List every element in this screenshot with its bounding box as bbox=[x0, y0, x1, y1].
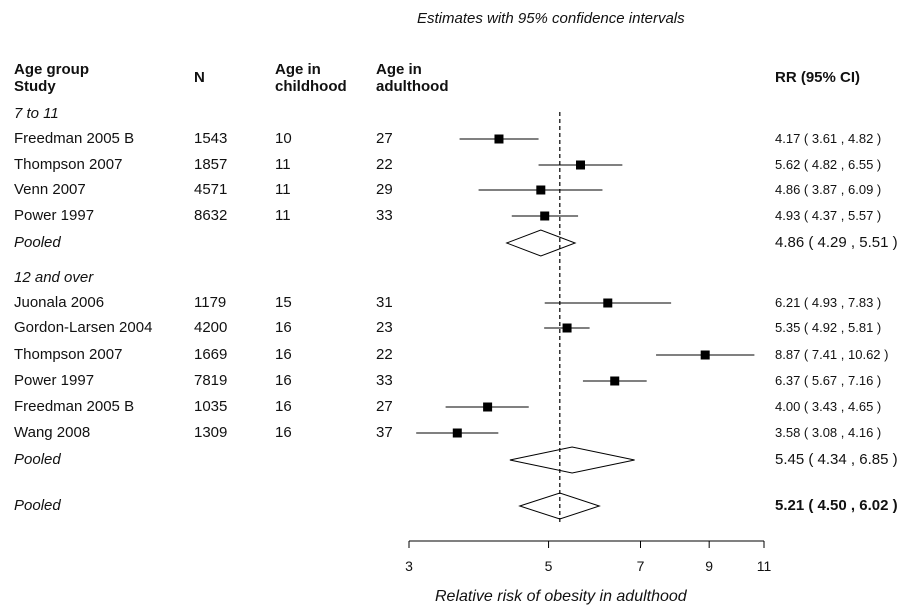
x-tick-label: 9 bbox=[705, 558, 713, 574]
study-rr-ci: 4.17 ( 3.61 , 4.82 ) bbox=[775, 131, 882, 146]
study-rr-ci: 3.58 ( 3.08 , 4.16 ) bbox=[775, 425, 882, 440]
point-estimate-marker bbox=[536, 185, 546, 195]
point-estimate-marker bbox=[494, 134, 504, 144]
group-pooled-rr-ci: 5.45 ( 4.34 , 6.85 ) bbox=[775, 451, 898, 468]
study-n: 1543 bbox=[194, 130, 228, 147]
header-age-childhood: Age in childhood bbox=[275, 61, 347, 95]
study-age-adulthood: 23 bbox=[376, 319, 393, 336]
study-rr-ci: 4.86 ( 3.87 , 6.09 ) bbox=[775, 182, 882, 197]
x-tick-label: 5 bbox=[545, 558, 553, 574]
study-n: 1857 bbox=[194, 156, 228, 173]
study-age-childhood: 11 bbox=[275, 181, 291, 198]
header-rr: RR (95% CI) bbox=[775, 69, 861, 86]
group-pooled-label: Pooled bbox=[14, 451, 61, 468]
study-name: Wang 2008 bbox=[14, 424, 91, 441]
study-rr-ci: 6.37 ( 5.67 , 7.16 ) bbox=[775, 373, 882, 388]
header-study-line2: Study bbox=[14, 78, 56, 95]
x-tick-label: 7 bbox=[637, 558, 645, 574]
group-pooled-rr-ci: 4.86 ( 4.29 , 5.51 ) bbox=[775, 234, 898, 251]
study-rr-ci: 5.62 ( 4.82 , 6.55 ) bbox=[775, 157, 882, 172]
study-age-adulthood: 27 bbox=[376, 130, 393, 147]
study-name: Gordon-Larsen 2004 bbox=[14, 319, 153, 336]
x-tick-label: 11 bbox=[757, 558, 772, 574]
study-n: 4571 bbox=[194, 181, 228, 198]
study-age-childhood: 11 bbox=[275, 156, 291, 173]
study-age-adulthood: 31 bbox=[376, 294, 393, 311]
study-age-adulthood: 22 bbox=[376, 346, 393, 363]
study-name: Power 1997 bbox=[14, 207, 95, 224]
study-age-childhood: 16 bbox=[275, 346, 292, 363]
x-tick-label: 3 bbox=[405, 558, 413, 574]
point-estimate-marker bbox=[562, 323, 572, 333]
header-n: N bbox=[194, 69, 205, 86]
study-name: Freedman 2005 B bbox=[14, 130, 135, 147]
group-pooled-diamond bbox=[509, 446, 635, 474]
study-rr-ci: 5.35 ( 4.92 , 5.81 ) bbox=[775, 320, 882, 335]
group-label: 7 to 11 bbox=[14, 105, 59, 122]
group-pooled-diamond bbox=[505, 229, 577, 257]
point-estimate-marker bbox=[540, 211, 550, 221]
study-age-adulthood: 27 bbox=[376, 398, 393, 415]
study-n: 1179 bbox=[194, 294, 227, 311]
group-label: 12 and over bbox=[14, 269, 94, 286]
study-name: Thompson 2007 bbox=[14, 346, 123, 363]
header-age-childhood-line2: childhood bbox=[275, 78, 347, 95]
study-age-adulthood: 29 bbox=[376, 181, 393, 198]
point-estimate-marker bbox=[452, 428, 462, 438]
header-age-childhood-line1: Age in bbox=[275, 61, 321, 78]
study-name: Juonala 2006 bbox=[14, 294, 105, 311]
study-n: 1035 bbox=[194, 398, 228, 415]
point-estimate-marker bbox=[483, 402, 493, 412]
study-age-adulthood: 37 bbox=[376, 424, 393, 441]
x-axis-label: Relative risk of obesity in adulthood bbox=[435, 588, 687, 605]
chart-title: Estimates with 95% confidence intervals bbox=[417, 10, 685, 27]
point-estimate-marker bbox=[603, 298, 613, 308]
header-age-adulthood-line1: Age in bbox=[376, 61, 422, 78]
point-estimate-marker bbox=[610, 376, 620, 386]
study-rr-ci: 4.00 ( 3.43 , 4.65 ) bbox=[775, 399, 882, 414]
header-age-adulthood: Age in adulthood bbox=[376, 61, 448, 95]
study-rr-ci: 6.21 ( 4.93 , 7.83 ) bbox=[775, 295, 882, 310]
study-name: Power 1997 bbox=[14, 372, 95, 389]
study-age-childhood: 15 bbox=[275, 294, 292, 311]
point-estimate-marker bbox=[700, 350, 710, 360]
study-name: Freedman 2005 B bbox=[14, 398, 135, 415]
study-age-childhood: 16 bbox=[275, 424, 292, 441]
study-n: 1309 bbox=[194, 424, 228, 441]
study-age-adulthood: 33 bbox=[376, 372, 393, 389]
header-age-adulthood-line2: adulthood bbox=[376, 78, 449, 95]
study-age-adulthood: 33 bbox=[376, 207, 393, 224]
study-age-childhood: 16 bbox=[275, 319, 292, 336]
group-pooled-label: Pooled bbox=[14, 234, 61, 251]
study-n: 1669 bbox=[194, 346, 228, 363]
study-age-childhood: 10 bbox=[275, 130, 292, 147]
study-name: Venn 2007 bbox=[14, 181, 86, 198]
study-age-adulthood: 22 bbox=[376, 156, 393, 173]
overall-pooled-rr-ci: 5.21 ( 4.50 , 6.02 ) bbox=[775, 497, 898, 514]
study-rr-ci: 4.93 ( 4.37 , 5.57 ) bbox=[775, 208, 882, 223]
study-age-childhood: 16 bbox=[275, 372, 292, 389]
header-study-line1: Age group bbox=[14, 61, 89, 78]
header-study: Age group Study bbox=[14, 61, 89, 95]
study-rr-ci: 8.87 ( 7.41 , 10.62 ) bbox=[775, 347, 889, 362]
study-n: 7819 bbox=[194, 372, 228, 389]
study-age-childhood: 16 bbox=[275, 398, 292, 415]
study-name: Thompson 2007 bbox=[14, 156, 123, 173]
point-estimate-marker bbox=[576, 160, 586, 170]
study-age-childhood: 11 bbox=[275, 207, 291, 224]
study-n: 8632 bbox=[194, 207, 228, 224]
overall-pooled-label: Pooled bbox=[14, 497, 61, 514]
study-n: 4200 bbox=[194, 319, 228, 336]
